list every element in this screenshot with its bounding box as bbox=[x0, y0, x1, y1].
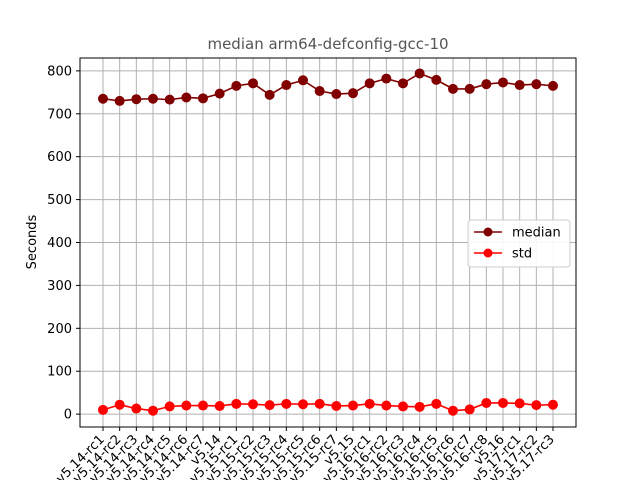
data-point-std bbox=[531, 400, 542, 411]
data-point-median bbox=[314, 86, 325, 97]
data-point-median bbox=[514, 80, 525, 91]
data-point-median bbox=[431, 74, 442, 85]
data-point-median bbox=[548, 80, 558, 91]
data-point-median bbox=[98, 93, 108, 104]
series-line-std bbox=[102, 402, 554, 412]
data-point-median bbox=[498, 77, 508, 88]
data-point-median bbox=[481, 79, 492, 90]
data-point-std bbox=[398, 401, 408, 412]
data-point-std bbox=[498, 397, 508, 408]
data-point-std bbox=[231, 398, 242, 409]
y-tick-label: 400 bbox=[47, 236, 72, 251]
y-tick-label: 800 bbox=[47, 64, 72, 79]
data-point-median bbox=[181, 92, 192, 103]
y-tick-label: 200 bbox=[47, 322, 72, 337]
data-point-median bbox=[464, 83, 475, 94]
data-point-median bbox=[348, 88, 358, 99]
data-point-std bbox=[248, 399, 258, 410]
legend-marker-median bbox=[483, 227, 493, 237]
data-point-std bbox=[514, 398, 525, 409]
y-tick-label: 700 bbox=[47, 107, 72, 122]
data-point-std bbox=[114, 399, 125, 410]
data-point-std bbox=[464, 404, 475, 415]
data-point-median bbox=[531, 79, 542, 90]
plot-frame bbox=[79, 57, 577, 428]
data-point-std bbox=[214, 400, 225, 411]
data-point-median bbox=[414, 68, 425, 79]
data-point-median bbox=[148, 93, 158, 104]
data-point-std bbox=[448, 405, 458, 416]
data-point-median bbox=[298, 75, 308, 86]
data-point-std bbox=[98, 404, 108, 415]
y-tick-label: 100 bbox=[47, 365, 72, 380]
y-axis-label: Seconds bbox=[25, 214, 40, 269]
grid bbox=[80, 58, 576, 427]
data-point-std bbox=[314, 398, 325, 409]
legend: median std bbox=[467, 219, 571, 268]
data-point-std bbox=[548, 399, 558, 410]
legend-label-std: std bbox=[512, 247, 532, 262]
series-layer bbox=[98, 68, 558, 416]
y-tick-label: 0 bbox=[64, 408, 72, 423]
data-point-median bbox=[214, 88, 225, 99]
data-point-std bbox=[148, 405, 158, 416]
legend-marker-std bbox=[483, 248, 493, 258]
data-point-median bbox=[131, 94, 142, 105]
data-point-std bbox=[131, 403, 142, 414]
data-point-std bbox=[431, 398, 442, 409]
series-line-median bbox=[102, 72, 554, 102]
data-point-std bbox=[364, 398, 375, 409]
data-point-std bbox=[164, 401, 175, 412]
data-point-std bbox=[331, 400, 342, 411]
data-point-std bbox=[414, 401, 425, 412]
data-point-median bbox=[248, 78, 258, 89]
data-point-median bbox=[381, 73, 392, 84]
y-tick-label: 600 bbox=[47, 150, 72, 165]
data-point-median bbox=[448, 83, 458, 94]
x-axis-ticks: v5.14-rc1v5.14-rc2v5.14-rc3v5.14-rc4v5.1… bbox=[54, 427, 558, 480]
data-point-median bbox=[264, 89, 275, 100]
data-point-median bbox=[398, 78, 408, 89]
data-point-std bbox=[264, 400, 275, 411]
data-point-std bbox=[181, 400, 192, 411]
y-axis-ticks: 0 100 200 300 400 500 600 700 800 bbox=[47, 64, 80, 423]
data-point-std bbox=[198, 400, 208, 411]
y-tick-label: 300 bbox=[47, 279, 72, 294]
y-tick-label: 500 bbox=[47, 193, 72, 208]
data-point-std bbox=[348, 400, 358, 411]
data-point-median bbox=[281, 80, 292, 91]
data-point-median bbox=[231, 80, 242, 91]
data-point-median bbox=[364, 78, 375, 89]
data-point-median bbox=[164, 94, 175, 105]
data-point-median bbox=[114, 95, 125, 106]
data-point-std bbox=[381, 400, 392, 411]
data-point-std bbox=[481, 397, 492, 408]
chart-title: median arm64-defconfig-gcc-10 bbox=[207, 35, 448, 53]
data-point-std bbox=[281, 398, 292, 409]
legend-label-median: median bbox=[512, 226, 561, 241]
data-point-std bbox=[298, 399, 308, 410]
data-point-median bbox=[331, 89, 342, 100]
data-point-median bbox=[198, 93, 208, 104]
